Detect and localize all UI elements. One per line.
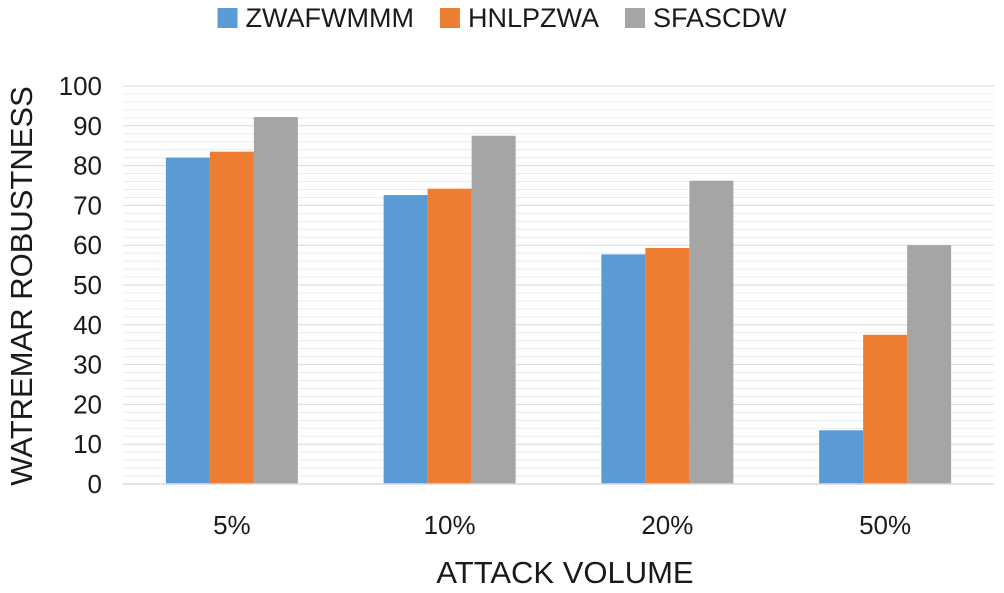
y-tick-label: 40: [73, 310, 102, 340]
y-tick-label: 10: [73, 429, 102, 459]
bar-sfascdw-1: [253, 117, 298, 484]
bar-zwafwmmm-4: [819, 430, 864, 484]
y-tick-label: 90: [73, 111, 102, 141]
y-tick-label: 30: [73, 350, 102, 380]
bar-sfascdw-4: [907, 245, 952, 484]
legend-swatch: [217, 8, 238, 28]
y-tick-label: 50: [73, 270, 102, 300]
bar-sfascdw-3: [689, 180, 734, 484]
y-tick-label: 60: [73, 230, 102, 260]
y-tick-label: 80: [73, 151, 102, 181]
bar-hnlpzwa-2: [427, 188, 472, 484]
bar-hnlpzwa-4: [863, 334, 908, 484]
legend-label: SFASCDW: [653, 3, 787, 33]
x-tick-label: 20%: [641, 510, 693, 540]
bar-hnlpzwa-1: [209, 151, 254, 485]
bar-zwafwmmm-1: [165, 157, 210, 484]
x-axis-title: ATTACK VOLUME: [436, 555, 693, 590]
legend-label: ZWAFWMMM: [246, 3, 414, 33]
x-tick-label: 50%: [859, 510, 911, 540]
x-tick-label: 5%: [213, 510, 251, 540]
legend-swatch: [439, 8, 460, 28]
bar-zwafwmmm-2: [383, 195, 428, 484]
y-tick-label: 70: [73, 190, 102, 220]
bar-zwafwmmm-3: [601, 254, 646, 484]
y-tick-label: 20: [73, 389, 102, 419]
x-tick-label: 10%: [424, 510, 476, 540]
y-axis-ticks: 0 10 20 30 40 50 60 70 80 90 100: [59, 71, 102, 499]
bar-sfascdw-2: [471, 135, 516, 484]
legend: ZWAFWMMM HNLPZWA SFASCDW: [217, 3, 787, 33]
y-tick-label: 100: [59, 71, 102, 101]
legend-label: HNLPZWA: [468, 3, 599, 33]
legend-swatch: [624, 8, 645, 28]
y-axis-title: WATREMAR ROBUSTNESS: [4, 86, 39, 486]
bar-hnlpzwa-3: [645, 247, 690, 484]
x-axis-labels: 5% 10% 20% 50%: [213, 510, 911, 540]
y-tick-label: 0: [88, 469, 102, 499]
bars: [165, 117, 952, 485]
